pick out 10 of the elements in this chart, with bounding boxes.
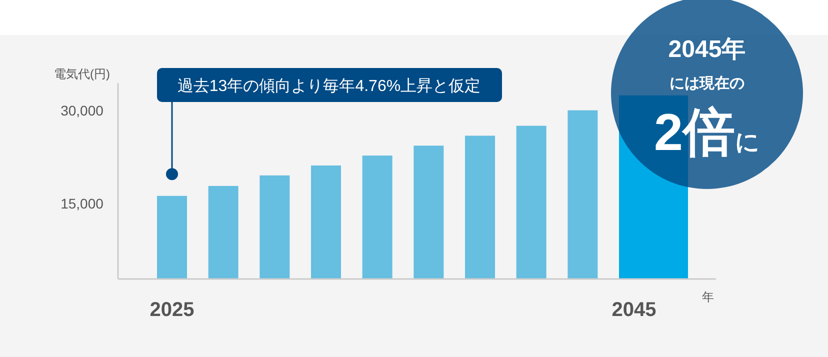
annotation: 過去13年の傾向より毎年4.76%上昇と仮定 (177, 77, 481, 95)
x-axis-title: 年 (702, 290, 714, 304)
text: 2045年 (668, 36, 746, 63)
y-tick-label: 30,000 (60, 102, 104, 118)
y-axis-title: 電気代(円) (54, 67, 110, 81)
y-tick-label: 15,000 (60, 195, 104, 212)
x-tick-label: 2025 (150, 299, 194, 321)
text: には現在の (670, 75, 744, 92)
x-tick-label: 2045 (612, 299, 656, 321)
annotation: 2倍に (654, 104, 760, 162)
